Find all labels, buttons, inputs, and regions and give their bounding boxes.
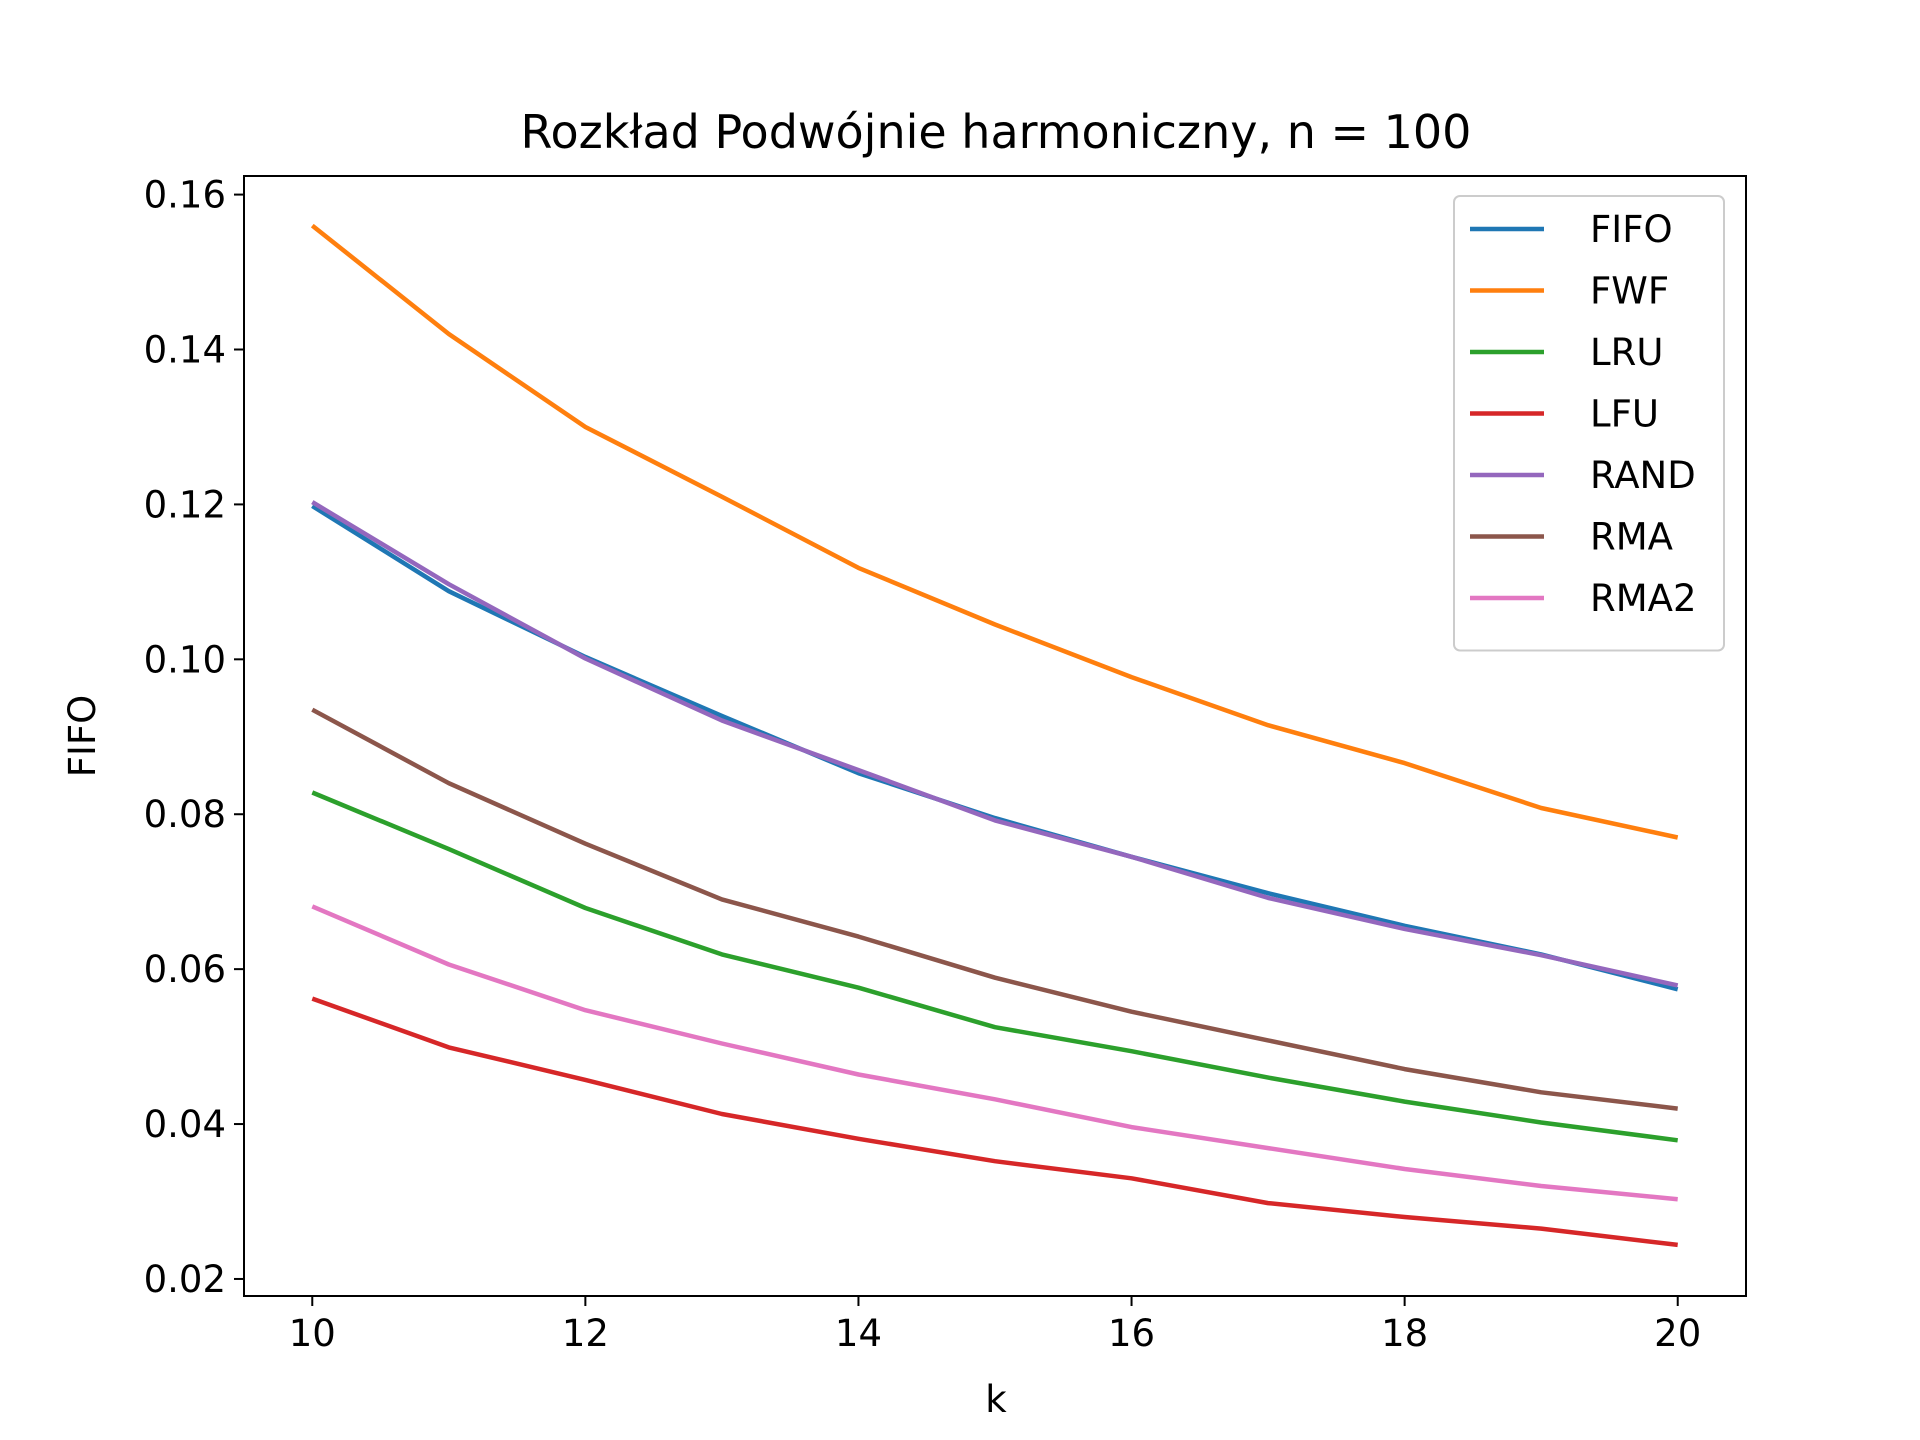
series-line-rma — [311, 707, 1678, 1111]
y-tick-label: 0.12 — [144, 483, 226, 526]
y-tick-label: 0.16 — [144, 174, 226, 217]
series-line-fwf — [310, 223, 1679, 840]
legend-label-rand: RAND — [1590, 454, 1696, 497]
legend-label-fifo: FIFO — [1590, 208, 1673, 251]
plot-frame — [243, 175, 1747, 1297]
y-tick-label: 0.02 — [144, 1258, 226, 1301]
series-line-lfu — [311, 996, 1678, 1248]
legend: FIFO FWF LRU LFU RAND RMA RMA2 — [1453, 195, 1725, 652]
series-line-rma2 — [311, 904, 1678, 1202]
x-tick-label: 12 — [562, 1312, 609, 1355]
x-tick-label: 14 — [835, 1312, 882, 1355]
series-line-lru — [311, 790, 1678, 1143]
legend-label-lru: LRU — [1590, 331, 1663, 374]
y-tick-label: 0.08 — [144, 793, 226, 836]
plot-lines — [310, 223, 1679, 1248]
y-tick-label: 0.14 — [144, 328, 226, 371]
x-tick-label: 16 — [1108, 1312, 1155, 1355]
y-axis: 0.02 0.04 0.06 0.08 0.10 0.12 0.14 0.16 — [144, 174, 244, 1301]
chart-title: Rozkład Podwójnie harmoniczny, n = 100 — [521, 105, 1472, 159]
x-axis: 10 12 14 16 18 20 — [289, 1296, 1701, 1355]
x-tick-label: 10 — [289, 1312, 336, 1355]
x-tick-label: 20 — [1654, 1312, 1701, 1355]
legend-label-rma: RMA — [1590, 516, 1673, 559]
y-tick-label: 0.04 — [144, 1103, 226, 1146]
series-line-rand — [311, 500, 1679, 988]
y-tick-label: 0.06 — [144, 948, 226, 991]
y-tick-label: 0.10 — [144, 638, 226, 681]
legend-label-fwf: FWF — [1590, 270, 1669, 313]
legend-label-rma2: RMA2 — [1590, 577, 1696, 620]
x-tick-label: 18 — [1381, 1312, 1428, 1355]
legend-label-lfu: LFU — [1590, 393, 1659, 436]
y-axis-label: FIFO — [61, 695, 104, 778]
x-axis-label: k — [985, 1378, 1007, 1421]
